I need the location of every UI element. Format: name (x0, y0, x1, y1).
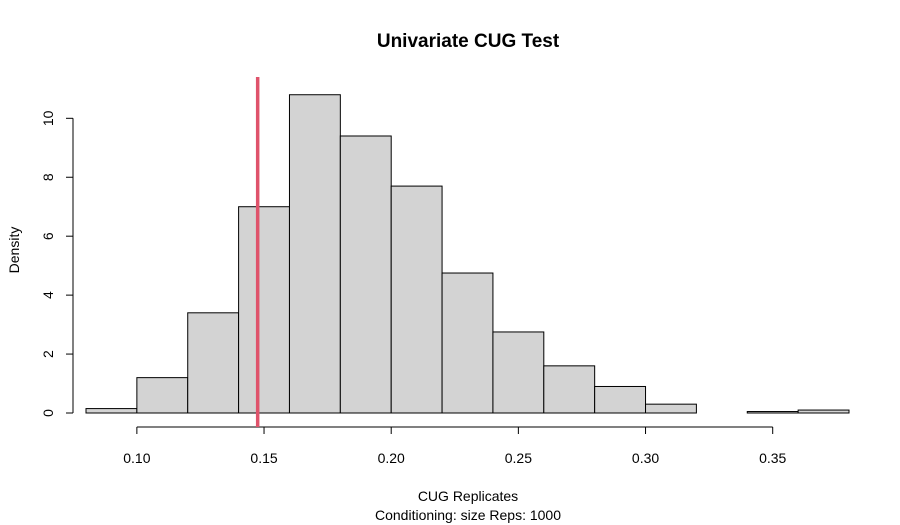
histogram-bar (543, 365, 596, 414)
x-axis-label: CUG Replicates (418, 488, 518, 504)
histogram-bar (136, 377, 189, 414)
histogram-bars (85, 94, 850, 414)
histogram-bar (85, 408, 138, 414)
x-tick-label: 0.30 (632, 450, 659, 466)
chart-title: Univariate CUG Test (377, 31, 560, 52)
histogram-bar (746, 411, 799, 414)
x-tick-label: 0.10 (123, 450, 150, 466)
x-tick-label: 0.25 (505, 450, 532, 466)
histogram-bar (238, 206, 290, 414)
y-tick-label: 10 (40, 110, 56, 126)
y-tick-label: 8 (40, 173, 56, 181)
x-tick-label: 0.35 (759, 450, 786, 466)
x-tick-label: 0.15 (250, 450, 277, 466)
histogram-bar (441, 272, 494, 414)
histogram-bar (492, 331, 545, 414)
y-tick-label: 2 (40, 350, 56, 358)
y-tick-label: 6 (40, 232, 56, 240)
histogram-bar (797, 409, 850, 414)
y-tick-label: 4 (40, 291, 56, 299)
x-axis: 0.10 0.15 0.20 0.25 0.30 0.35 (123, 426, 787, 466)
x-axis-subtitle: Conditioning: size Reps: 1000 (375, 507, 561, 523)
histogram-bar (390, 185, 443, 414)
y-axis-label: Density (6, 227, 22, 274)
histogram-bar (339, 135, 392, 414)
histogram-bar (594, 385, 647, 414)
histogram-bar (645, 403, 697, 414)
histogram-bar (187, 312, 240, 414)
x-tick-label: 0.20 (378, 450, 405, 466)
histogram-bar (288, 94, 341, 414)
y-tick-label: 0 (40, 409, 56, 417)
y-axis: 0 2 4 6 8 10 (40, 110, 74, 417)
